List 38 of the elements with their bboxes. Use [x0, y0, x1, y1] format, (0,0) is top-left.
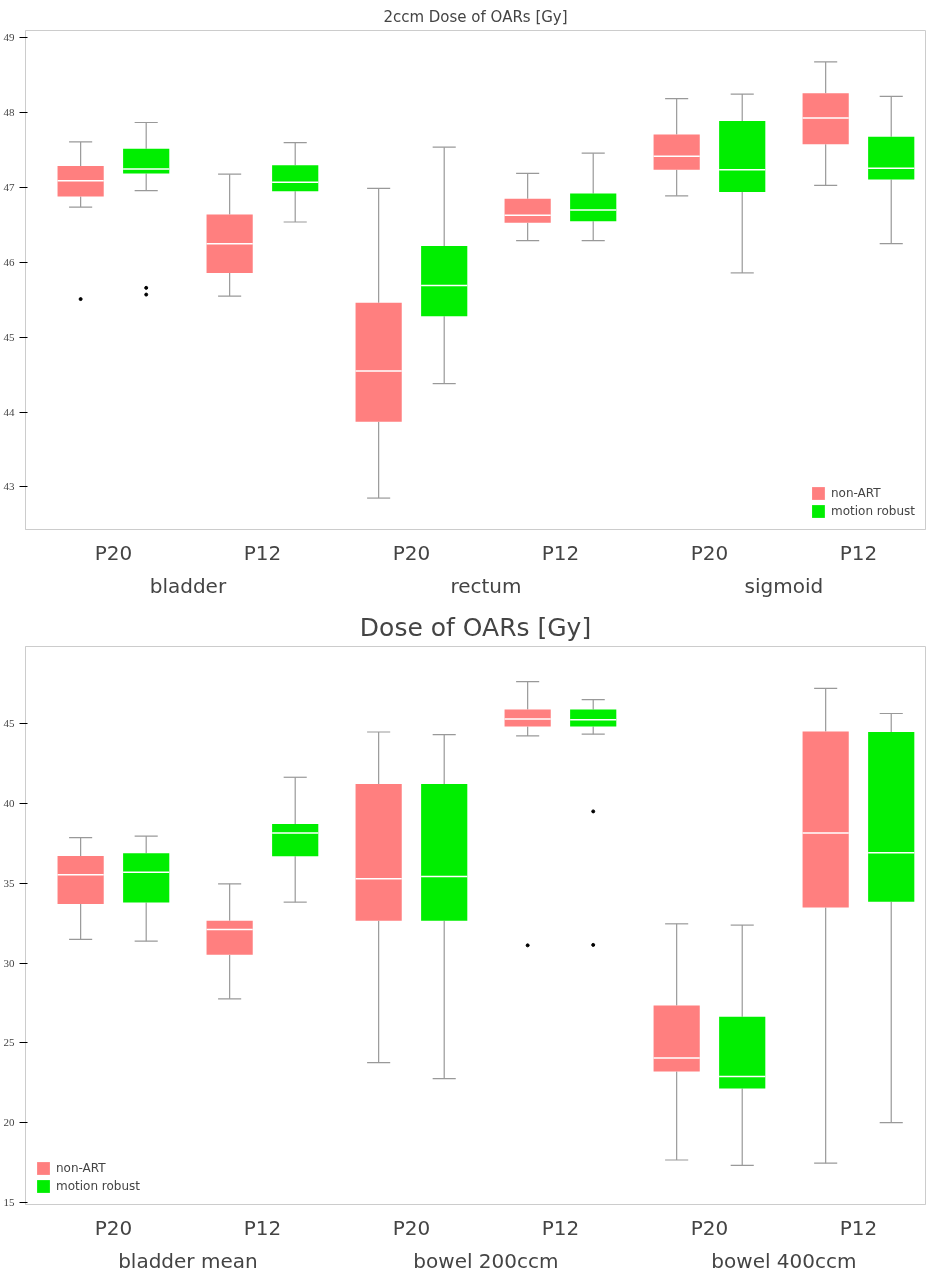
- legend-label: non-ART: [56, 1161, 106, 1175]
- text: bowel 200ccm: [413, 1248, 559, 1273]
- y-tick-label: 20: [3, 1116, 15, 1129]
- legend-label: non-ART: [830, 486, 881, 500]
- x-tick-label: P20: [392, 540, 431, 565]
- y-tick-label: 44: [3, 405, 15, 418]
- text: bowel 400ccm: [711, 1248, 857, 1273]
- x-tick-label: P12: [839, 540, 878, 565]
- x-tick-label: P20: [690, 540, 729, 565]
- x-tick-label: P12: [839, 1215, 878, 1240]
- text: sigmoid: [744, 573, 824, 598]
- x-tick-label: P20: [94, 1215, 133, 1240]
- text: rectum: [450, 573, 522, 598]
- y-tick-label: 30: [3, 956, 15, 969]
- y-tick-label: 45: [3, 717, 15, 730]
- y-tick-label: 47: [3, 181, 15, 194]
- text: bladder: [149, 573, 227, 598]
- x-tick-label: P20: [392, 1215, 431, 1240]
- y-tick-label: 49: [3, 31, 15, 44]
- y-tick-label: 25: [3, 1036, 15, 1049]
- y-tick-label: 46: [3, 255, 15, 268]
- x-tick-label: P12: [541, 1215, 580, 1240]
- y-tick-label: 40: [3, 797, 15, 810]
- text: bladder mean: [118, 1248, 258, 1273]
- y-tick-label: 15: [3, 1195, 15, 1208]
- x-tick-label: P20: [94, 540, 133, 565]
- legend-label: motion robust: [56, 1179, 141, 1193]
- y-tick-label: 45: [3, 330, 15, 343]
- legend-label: motion robust: [830, 504, 915, 518]
- y-tick-label: 35: [3, 876, 15, 889]
- chart-title: Dose of OARs [Gy]: [359, 612, 592, 642]
- y-tick-label: 48: [3, 106, 15, 119]
- x-tick-label: P20: [690, 1215, 729, 1240]
- y-tick-label: 43: [3, 480, 15, 493]
- chart-title: 2ccm Dose of OARs [Gy]: [383, 7, 568, 26]
- x-tick-label: P12: [243, 1215, 282, 1240]
- x-tick-label: P12: [243, 540, 282, 565]
- x-tick-label: P12: [541, 540, 580, 565]
